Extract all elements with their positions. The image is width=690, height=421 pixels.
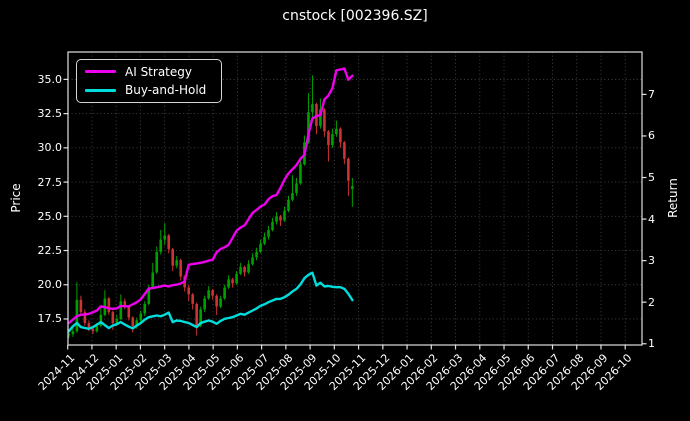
price-tick-label: 20.0	[37, 278, 63, 292]
return-tick-label: 3	[648, 254, 655, 268]
return-tick-label: 1	[648, 337, 655, 351]
price-tick-label: 30.0	[37, 141, 63, 155]
legend-item-ai-strategy: AI Strategy	[83, 63, 215, 81]
return-tick-label: 2	[648, 295, 655, 309]
price-tick-label: 17.5	[37, 312, 63, 326]
legend-label: Buy-and-Hold	[125, 83, 207, 98]
price-tick-label: 32.5	[37, 107, 63, 121]
return-tick-label: 7	[648, 87, 655, 101]
legend-item-buy-and-hold: Buy-and-Hold	[83, 81, 215, 99]
return-tick-label: 6	[648, 129, 655, 143]
legend: AI Strategy Buy-and-Hold	[76, 59, 222, 103]
buy-and-hold-line-swatch-icon	[85, 88, 116, 92]
price-tick-label: 22.5	[37, 244, 63, 258]
right-axis-label: Return	[666, 178, 680, 218]
return-tick-label: 4	[648, 212, 655, 226]
left-axis-label: Price	[9, 183, 23, 213]
return-tick-label: 5	[648, 171, 655, 184]
legend-label: AI Strategy	[125, 64, 192, 79]
ai-strategy-line-swatch-icon	[85, 70, 116, 74]
chart-title: cnstock [002396.SZ]	[282, 8, 428, 24]
price-tick-label: 25.0	[37, 209, 63, 223]
price-tick-label: 35.0	[37, 72, 63, 86]
price-tick-label: 27.5	[37, 175, 63, 189]
